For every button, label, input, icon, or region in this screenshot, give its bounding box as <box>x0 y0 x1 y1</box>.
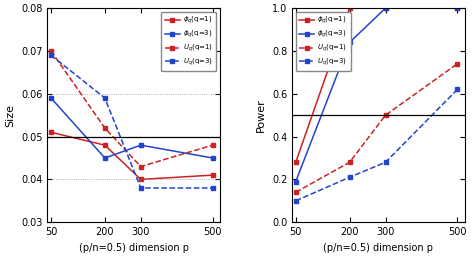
$U_q$(q=1) <box>293 191 299 194</box>
$U_q$(q=3) <box>48 54 54 57</box>
$U_q$(q=1) <box>347 161 353 164</box>
X-axis label: (p/n=0.5) dimension p: (p/n=0.5) dimension p <box>323 243 433 253</box>
$\phi_q$(q=1) <box>138 178 144 181</box>
$U_q$(q=3) <box>293 199 299 202</box>
Line: $\phi_q$(q=1): $\phi_q$(q=1) <box>294 6 459 164</box>
Line: $\phi_q$(q=3): $\phi_q$(q=3) <box>294 6 459 184</box>
$U_q$(q=3) <box>455 88 460 91</box>
$\phi_q$(q=1) <box>347 7 353 10</box>
$\phi_q$(q=3) <box>102 156 108 160</box>
$\phi_q$(q=3) <box>138 144 144 147</box>
$U_q$(q=3) <box>138 186 144 190</box>
$\phi_q$(q=3) <box>383 7 388 10</box>
Legend: $\phi_q$(q=1), $\phi_q$(q=3), $U_q$(q=1), $U_q$(q=3): $\phi_q$(q=1), $\phi_q$(q=3), $U_q$(q=1)… <box>161 12 216 72</box>
$U_q$(q=1) <box>455 62 460 65</box>
$\phi_q$(q=1) <box>293 161 299 164</box>
$U_q$(q=1) <box>383 114 388 117</box>
$U_q$(q=3) <box>383 161 388 164</box>
Line: $\phi_q$(q=3): $\phi_q$(q=3) <box>49 96 215 160</box>
Y-axis label: Size: Size <box>6 104 16 127</box>
$\phi_q$(q=3) <box>293 180 299 183</box>
$U_q$(q=1) <box>48 49 54 53</box>
$\phi_q$(q=1) <box>383 7 388 10</box>
Line: $\phi_q$(q=1): $\phi_q$(q=1) <box>49 130 215 182</box>
$U_q$(q=1) <box>138 165 144 168</box>
Y-axis label: Power: Power <box>256 98 266 132</box>
Line: $U_q$(q=1): $U_q$(q=1) <box>294 62 459 194</box>
Line: $U_q$(q=3): $U_q$(q=3) <box>294 88 459 203</box>
Line: $U_q$(q=3): $U_q$(q=3) <box>49 53 215 190</box>
$\phi_q$(q=1) <box>102 144 108 147</box>
$U_q$(q=3) <box>347 176 353 179</box>
Legend: $\phi_q$(q=1), $\phi_q$(q=3), $U_q$(q=1), $U_q$(q=3): $\phi_q$(q=1), $\phi_q$(q=3), $U_q$(q=1)… <box>296 12 351 72</box>
$\phi_q$(q=3) <box>455 7 460 10</box>
Line: $U_q$(q=1): $U_q$(q=1) <box>49 49 215 169</box>
$U_q$(q=3) <box>210 186 215 190</box>
$\phi_q$(q=1) <box>455 7 460 10</box>
$U_q$(q=1) <box>102 126 108 130</box>
$\phi_q$(q=1) <box>210 173 215 177</box>
$\phi_q$(q=3) <box>48 96 54 100</box>
$U_q$(q=1) <box>210 144 215 147</box>
$\phi_q$(q=3) <box>347 41 353 44</box>
$U_q$(q=3) <box>102 96 108 100</box>
$\phi_q$(q=3) <box>210 156 215 160</box>
X-axis label: (p/n=0.5) dimension p: (p/n=0.5) dimension p <box>79 243 189 253</box>
$\phi_q$(q=1) <box>48 131 54 134</box>
